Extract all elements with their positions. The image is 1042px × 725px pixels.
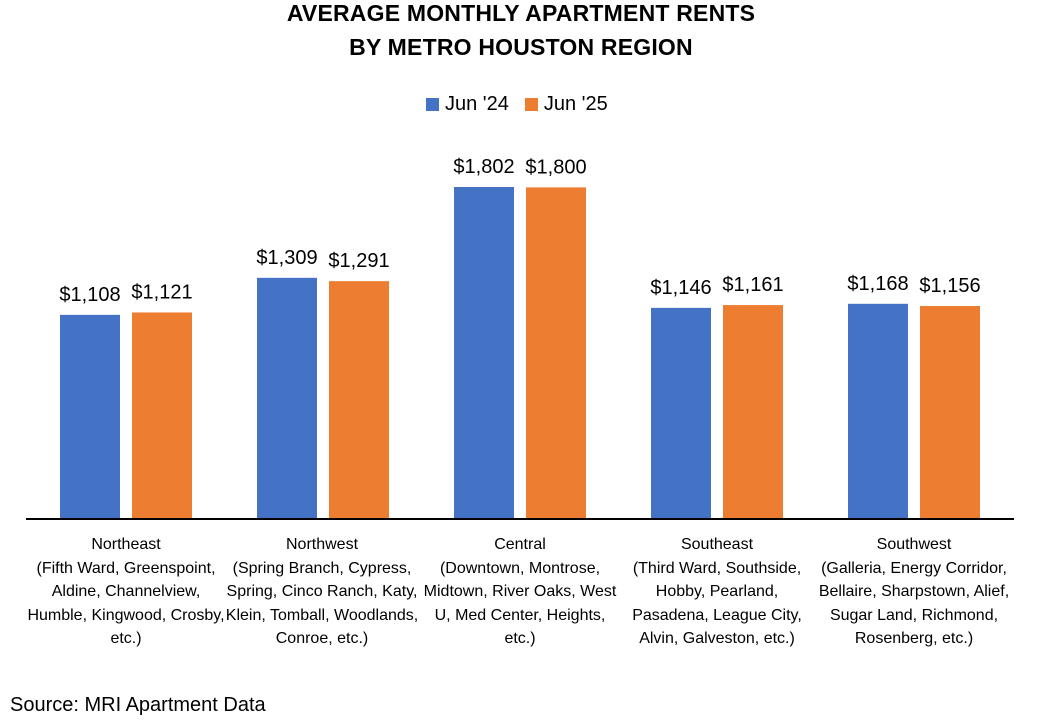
category-name: Southwest [876, 536, 952, 553]
legend-swatch-jun25 [524, 97, 538, 111]
data-label-southeast-series0: $1,146 [650, 277, 711, 299]
category-label-northeast: Northeast (Fifth Ward, Greenspoint, Aldi… [26, 533, 226, 651]
category-label-southeast: Southeast (Third Ward, Southside, Hobby,… [617, 533, 817, 651]
data-label-northeast-series1: $1,121 [131, 281, 192, 303]
category-detail: (Galleria, Energy Corridor, Bellaire, Sh… [818, 559, 1010, 648]
data-label-southwest-series0: $1,168 [847, 273, 908, 295]
source-note: Source: MRI Apartment Data [10, 694, 266, 716]
legend-label-jun25: Jun '25 [543, 92, 608, 115]
bar-southeast-series1 [723, 305, 783, 519]
bar-northeast-series1 [132, 312, 192, 519]
data-label-northeast-series0: $1,108 [59, 284, 120, 306]
data-label-northwest-series1: $1,291 [328, 250, 389, 272]
legend-swatch-jun24 [426, 97, 439, 111]
category-label-central: Central (Downtown, Montrose, Midtown, Ri… [420, 533, 620, 651]
legend-label-jun24: Jun '24 [445, 92, 509, 115]
category-label-northwest: Northwest (Spring Branch, Cypress, Sprin… [222, 533, 422, 651]
bar-northwest-series1 [329, 281, 389, 519]
bar-central-series0 [454, 187, 514, 519]
data-label-central-series1: $1,800 [525, 156, 586, 178]
chart-title-line1: AVERAGE MONTHLY APARTMENT RENTS [286, 0, 756, 26]
category-detail: (Third Ward, Southside, Hobby, Pearland,… [632, 559, 802, 648]
bar-central-series1 [526, 187, 586, 520]
bar-southwest-series0 [848, 303, 908, 519]
bar-northwest-series0 [257, 277, 317, 519]
category-name: Central [494, 536, 546, 553]
category-name: Northwest [285, 536, 359, 553]
legend-item-jun25: Jun '25 [524, 92, 608, 116]
category-detail: (Downtown, Montrose, Midtown, River Oaks… [423, 559, 617, 648]
data-label-southwest-series1: $1,156 [919, 275, 980, 297]
bar-southeast-series0 [651, 307, 711, 519]
bar-southwest-series1 [920, 306, 980, 519]
legend: Jun '24 Jun '25 [426, 92, 624, 116]
data-label-southeast-series1: $1,161 [722, 274, 783, 296]
bar-northeast-series0 [60, 314, 120, 519]
data-label-central-series0: $1,802 [453, 156, 514, 178]
category-detail: (Spring Branch, Cypress, Spring, Cinco R… [225, 559, 419, 648]
category-detail: (Fifth Ward, Greenspoint, Aldine, Channe… [27, 559, 225, 648]
category-name: Northeast [91, 536, 161, 553]
chart-title-line2: BY METRO HOUSTON REGION [349, 34, 693, 60]
legend-item-jun24: Jun '24 [426, 93, 509, 116]
category-name: Southeast [680, 536, 754, 553]
data-label-northwest-series0: $1,309 [256, 247, 317, 269]
category-label-southwest: Southwest (Galleria, Energy Corridor, Be… [814, 533, 1014, 651]
